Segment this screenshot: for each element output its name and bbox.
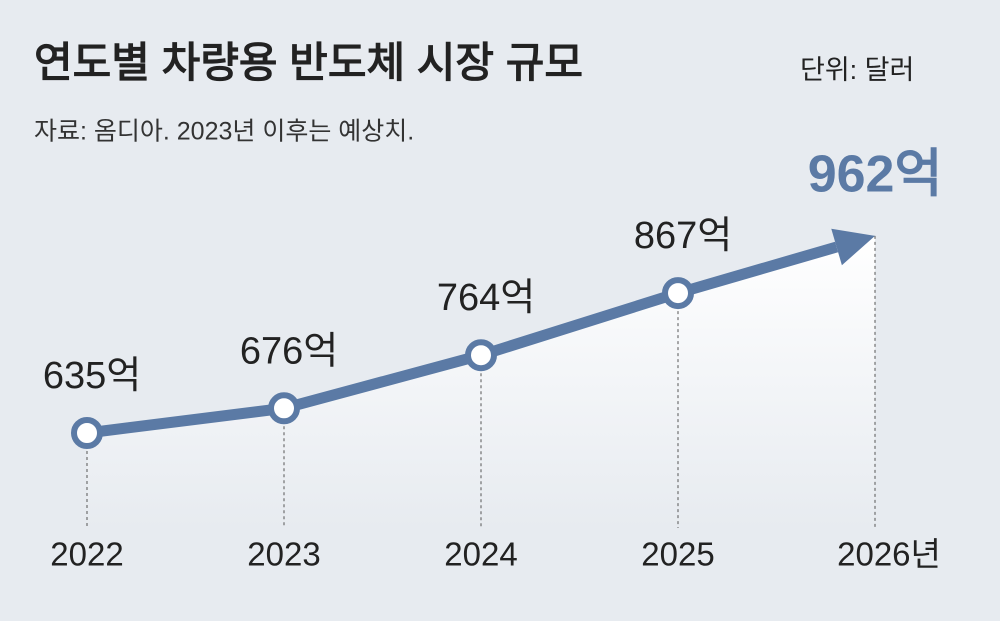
arrow-head (831, 228, 875, 266)
unit-note: 단위: 달러 (800, 55, 914, 85)
value-label: 676억 (240, 330, 338, 372)
point (268, 392, 300, 425)
x-tick-label: 2025 (641, 536, 714, 573)
source-note: 자료: 옴디아. 2023년 이후는 예상치. (34, 118, 414, 146)
point (71, 417, 103, 449)
value-label: 635억 (43, 355, 141, 397)
x-tick-label: 2022 (50, 536, 123, 573)
value-label: 764억 (437, 277, 535, 319)
x-tick-label: 2024 (444, 536, 517, 573)
x-tick-label: 2023 (247, 536, 320, 573)
chart-title: 연도별 차량용 반도체 시장 규모 (34, 39, 583, 86)
highlight-value-label: 962억 (808, 146, 943, 204)
point (662, 277, 694, 310)
point (465, 339, 497, 372)
x-tick-label: 2026년 (837, 536, 941, 573)
value-label: 867억 (634, 215, 732, 257)
